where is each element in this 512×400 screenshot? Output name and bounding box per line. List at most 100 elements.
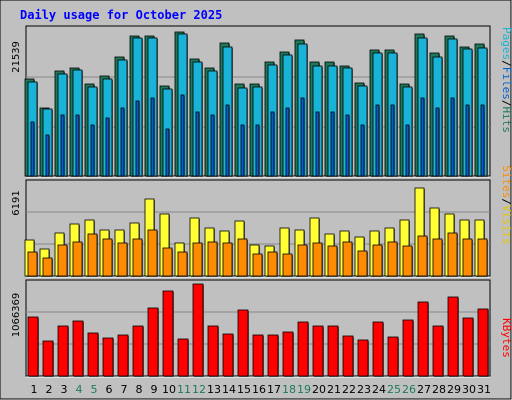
chart-bars bbox=[24, 31, 489, 377]
hits-legend: Hits bbox=[500, 107, 512, 134]
files-legend: Files bbox=[500, 67, 512, 100]
x-tick-day-8: 8 bbox=[136, 383, 143, 396]
kbytes-bar-day-20 bbox=[312, 325, 324, 377]
pages-bar-day-10 bbox=[165, 128, 170, 177]
legend-separator: / bbox=[500, 198, 512, 205]
kbytes-bar-day-8 bbox=[132, 325, 144, 377]
sites-bar-day-25 bbox=[387, 241, 398, 277]
x-tick-day-16: 16 bbox=[252, 383, 266, 396]
sites-bar-day-14 bbox=[222, 242, 233, 277]
pages-bar-day-12 bbox=[195, 111, 200, 177]
visits-sites-side-legend: Sites/Visits bbox=[500, 165, 512, 245]
sites-bar-day-9 bbox=[147, 229, 158, 277]
pages-bar-day-13 bbox=[210, 114, 215, 177]
kbytes-bar-day-7 bbox=[117, 334, 129, 377]
kbytes-max-label: 1066369 bbox=[11, 293, 22, 338]
kbytes-bar-day-31 bbox=[477, 308, 489, 377]
sites-bar-day-22 bbox=[342, 241, 353, 277]
x-tick-day-29: 29 bbox=[447, 383, 461, 396]
x-tick-day-6: 6 bbox=[106, 383, 113, 396]
hits-max-label: 21539 bbox=[11, 41, 22, 73]
x-tick-labels: 1 2 3 4 5 6 7 8 9 10 11 12 13 14 15 16 17 18 19 20 21 22 23 24 2… bbox=[31, 383, 492, 396]
pages-bar-day-7 bbox=[120, 107, 125, 177]
sites-bar-day-31 bbox=[477, 238, 488, 277]
pages-bar-day-14 bbox=[225, 104, 230, 177]
kbytes-bar-day-29 bbox=[447, 296, 459, 377]
sites-bar-day-10 bbox=[162, 247, 173, 277]
kbytes-bar-day-27 bbox=[417, 301, 429, 377]
kbytes-bar-day-2 bbox=[42, 340, 54, 377]
x-tick-day-26: 26 bbox=[402, 383, 416, 396]
x-tick-day-2: 2 bbox=[46, 383, 53, 396]
legend-separator: / bbox=[500, 60, 512, 67]
pages-bar-day-6 bbox=[105, 117, 110, 177]
kbytes-bar-day-12 bbox=[192, 283, 204, 377]
x-tick-day-31: 31 bbox=[477, 383, 491, 396]
kbytes-bar-day-19 bbox=[297, 321, 309, 377]
legend-separator: / bbox=[500, 100, 512, 107]
sites-bar-day-1 bbox=[27, 251, 38, 277]
x-tick-day-30: 30 bbox=[462, 383, 476, 396]
kbytes-bar-day-15 bbox=[237, 309, 249, 377]
kbytes-bar-day-18 bbox=[282, 331, 294, 377]
x-tick-day-22: 22 bbox=[342, 383, 356, 396]
kbytes-bar-day-13 bbox=[207, 325, 219, 377]
kbytes-bar-day-9 bbox=[147, 307, 159, 377]
pages-bar-day-27 bbox=[420, 97, 425, 177]
x-tick-day-11: 11 bbox=[177, 383, 191, 396]
pages-bar-day-5 bbox=[90, 124, 95, 177]
sites-bar-day-19 bbox=[297, 244, 308, 277]
x-tick-day-27: 27 bbox=[417, 383, 431, 396]
x-tick-day-21: 21 bbox=[327, 383, 341, 396]
kbytes-bar-day-16 bbox=[252, 334, 264, 377]
kbytes-bar-day-26 bbox=[402, 319, 414, 377]
sites-bar-day-7 bbox=[117, 242, 128, 277]
pages-bar-day-2 bbox=[45, 134, 50, 177]
kbytes-bar-day-6 bbox=[102, 337, 114, 377]
kbytes-bar-day-4 bbox=[72, 320, 84, 377]
x-tick-day-19: 19 bbox=[297, 383, 311, 396]
sites-bar-day-29 bbox=[447, 232, 458, 277]
pages-bar-day-29 bbox=[450, 97, 455, 177]
x-tick-day-17: 17 bbox=[267, 383, 281, 396]
x-tick-day-3: 3 bbox=[61, 383, 68, 396]
pages-bar-day-25 bbox=[390, 104, 395, 177]
x-tick-day-24: 24 bbox=[372, 383, 386, 396]
chart-title: Daily usage for October 2025 bbox=[20, 8, 222, 22]
x-tick-day-20: 20 bbox=[312, 383, 326, 396]
pages-bar-day-18 bbox=[285, 107, 290, 177]
kbytes-legend: KBytes bbox=[500, 318, 512, 358]
pages-bar-day-26 bbox=[405, 124, 410, 177]
x-tick-day-9: 9 bbox=[151, 383, 158, 396]
x-tick-day-14: 14 bbox=[222, 383, 236, 396]
visits-legend: Visits bbox=[500, 205, 512, 245]
pages-bar-day-21 bbox=[330, 111, 335, 177]
x-tick-day-13: 13 bbox=[207, 383, 221, 396]
sites-bar-day-15 bbox=[237, 238, 248, 277]
sites-bar-day-2 bbox=[42, 257, 53, 277]
kbytes-bar-day-30 bbox=[462, 317, 474, 377]
pages-legend: Pages bbox=[500, 27, 512, 60]
kbytes-bar-day-3 bbox=[57, 325, 69, 377]
pages-bar-day-23 bbox=[360, 124, 365, 177]
sites-bar-day-8 bbox=[132, 238, 143, 277]
x-tick-day-12: 12 bbox=[192, 383, 206, 396]
sites-bar-day-13 bbox=[207, 241, 218, 277]
x-tick-day-23: 23 bbox=[357, 383, 371, 396]
sites-bar-day-3 bbox=[57, 244, 68, 277]
kbytes-bar-day-11 bbox=[177, 338, 189, 377]
kbytes-bar-day-22 bbox=[342, 335, 354, 377]
sites-bar-day-24 bbox=[372, 244, 383, 277]
pages-bar-day-1 bbox=[30, 121, 35, 177]
pages-bar-day-30 bbox=[465, 104, 470, 177]
pages-bar-day-11 bbox=[180, 94, 185, 177]
pages-bar-day-24 bbox=[375, 104, 380, 177]
x-tick-day-7: 7 bbox=[121, 383, 128, 396]
sites-bar-day-17 bbox=[267, 251, 278, 277]
kbytes-bar-day-21 bbox=[327, 325, 339, 377]
pages-bar-day-9 bbox=[150, 97, 155, 177]
kbytes-bar-day-1 bbox=[27, 316, 39, 377]
sites-bar-day-18 bbox=[282, 253, 293, 277]
